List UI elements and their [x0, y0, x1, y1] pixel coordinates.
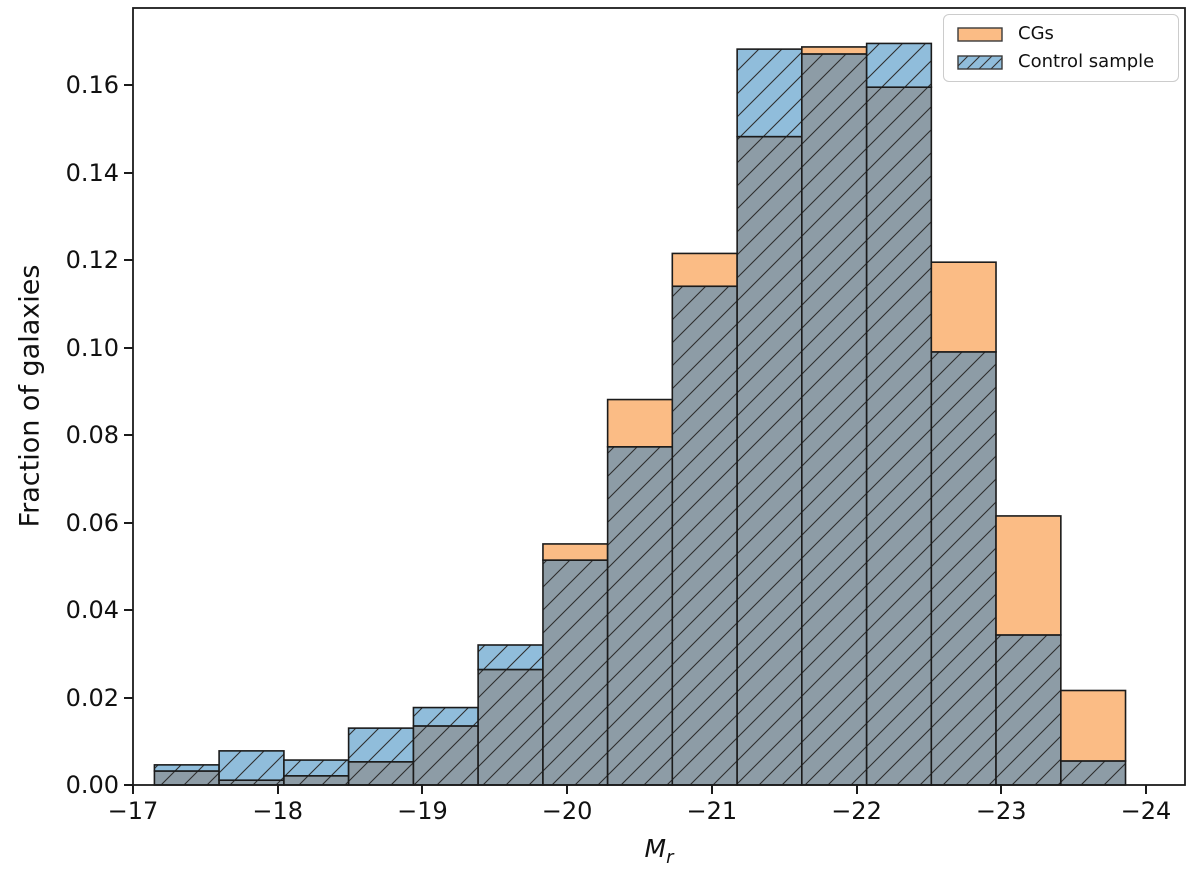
legend-label-cgs: CGs [1018, 23, 1054, 44]
y-tick-label: 0.00 [65, 771, 119, 799]
x-tick-label: −22 [831, 797, 882, 825]
x-tick-mark [1000, 785, 1003, 794]
histogram-bar-cap-cgs [1060, 689, 1127, 762]
x-axis-label: Mr [133, 834, 1185, 868]
histogram-bar-overlap [930, 351, 997, 786]
histogram-bar-cap-cgs [606, 398, 674, 448]
y-tick-label: 0.04 [65, 596, 119, 624]
cgs-swatch-icon [957, 26, 1003, 42]
x-tick-mark [855, 785, 858, 794]
histogram-bar-overlap [606, 446, 674, 786]
histogram-svg [132, 7, 1186, 786]
y-tick-label: 0.02 [65, 683, 119, 712]
x-axis-label-sub: r [666, 847, 674, 868]
x-tick-mark [421, 785, 424, 794]
histogram-bar-cap-control [218, 750, 285, 781]
histogram-bar-cap-cgs [801, 46, 868, 55]
histogram-bar-cap-control [412, 706, 479, 727]
histogram-bar-cap-control [865, 42, 933, 88]
histogram-bar-cap-cgs [671, 252, 738, 288]
histogram-bar-overlap [542, 559, 609, 786]
histogram-bar-cap-control [283, 759, 350, 777]
legend-label-control: Control sample [1018, 51, 1155, 72]
x-tick-label: −17 [107, 797, 159, 825]
x-tick-mark [710, 785, 713, 794]
x-tick-label: −19 [397, 797, 448, 825]
histogram-bar-overlap [477, 668, 544, 786]
y-tick-mark [124, 609, 133, 611]
x-tick-mark [566, 785, 569, 794]
legend-item-control: Control sample [957, 52, 1165, 72]
x-tick-label: −18 [252, 797, 304, 825]
histogram-bar-cap-control [736, 48, 803, 138]
histogram-bar-overlap [671, 285, 738, 786]
histogram-bar-overlap [153, 770, 220, 786]
y-tick-mark [124, 784, 133, 786]
y-axis-label: Fraction of galaxies [14, 264, 46, 528]
histogram-bar-cap-cgs [542, 543, 609, 561]
x-tick-label: −21 [686, 797, 738, 825]
x-tick-mark [276, 785, 279, 794]
x-tick-mark [132, 785, 134, 794]
histogram-bar-overlap [412, 725, 479, 786]
histogram-bar-overlap [283, 775, 350, 786]
y-tick-mark [124, 259, 133, 261]
histogram-bar-cap-control [477, 644, 544, 671]
histogram-bar-cap-control [153, 764, 220, 772]
control-sample-swatch-icon [957, 54, 1003, 70]
histogram-bar-cap-cgs [995, 515, 1062, 636]
y-tick-mark [124, 434, 133, 436]
x-tick-mark [1144, 785, 1147, 794]
x-tick-label: −24 [1120, 797, 1172, 825]
y-tick-label: 0.16 [65, 71, 119, 99]
x-tick-label: −20 [541, 797, 593, 825]
y-tick-label: 0.10 [65, 333, 119, 362]
x-tick-label: −23 [975, 797, 1027, 825]
histogram-bar-overlap [865, 86, 933, 786]
histogram-bar-overlap [347, 761, 415, 786]
histogram-bar-cap-control [347, 727, 415, 763]
y-tick-label: 0.14 [65, 158, 119, 187]
histogram-bar-cap-cgs [930, 261, 997, 353]
y-tick-mark [124, 521, 133, 524]
y-tick-mark [124, 171, 133, 174]
y-tick-label: 0.08 [65, 421, 119, 449]
histogram-bar-overlap [1060, 760, 1127, 786]
axes-frame [132, 7, 1186, 786]
y-tick-mark [124, 696, 133, 699]
legend: CGs Control sample [943, 14, 1179, 82]
legend-item-cgs: CGs [957, 24, 1165, 44]
y-tick-label: 0.12 [65, 246, 119, 274]
x-axis-label-main: M [644, 834, 667, 863]
y-tick-mark [124, 346, 133, 349]
plot-area [132, 7, 1186, 786]
histogram-bar-overlap [995, 634, 1062, 786]
histogram-bar-overlap [801, 53, 868, 786]
y-tick-label: 0.06 [65, 508, 119, 537]
y-tick-mark [124, 84, 133, 86]
histogram-bar-overlap [736, 135, 803, 786]
